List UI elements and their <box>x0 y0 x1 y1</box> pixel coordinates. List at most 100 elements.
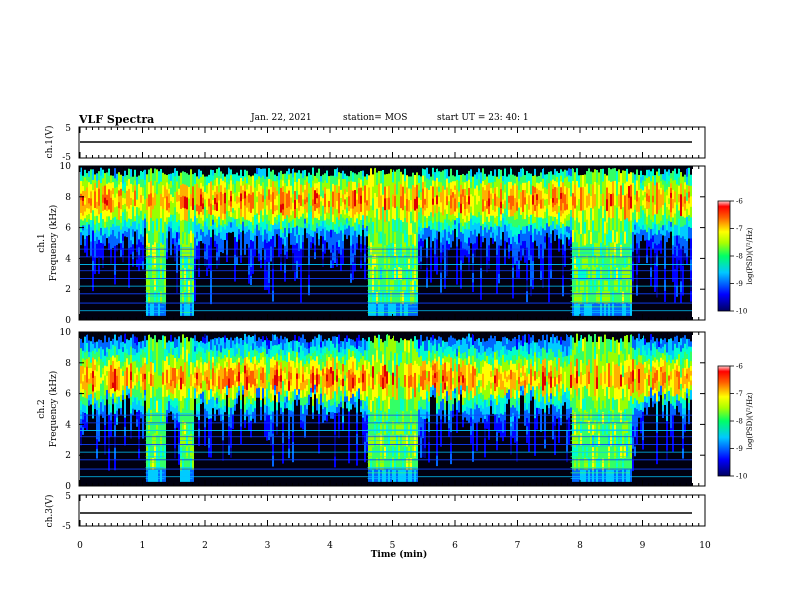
spectrogram-cell <box>334 169 336 178</box>
spectrogram-cell <box>308 192 310 204</box>
spectrogram-cell <box>372 256 374 269</box>
spectrogram-cell <box>200 361 202 368</box>
spectrogram-cell <box>336 249 338 259</box>
spectrogram-cell <box>606 210 608 223</box>
spectrogram-cell <box>84 169 86 178</box>
spectrogram-cell <box>346 228 348 234</box>
spectrogram-cell <box>284 254 286 264</box>
spectrogram-cell <box>560 204 562 211</box>
spectrogram-cell <box>166 402 168 410</box>
spectrogram-cell <box>128 340 130 346</box>
spectrogram-cell <box>392 303 394 316</box>
spectrogram-cell <box>252 200 254 209</box>
spectrogram-cell <box>292 210 294 220</box>
spectrogram-cell <box>278 364 280 371</box>
spectrogram-cell <box>510 181 512 189</box>
spectrogram-cell <box>134 360 136 368</box>
spectrogram-cell <box>386 303 388 316</box>
spectrogram-cell <box>486 255 488 265</box>
spectrogram-cell <box>158 171 160 184</box>
spectrogram-cell <box>184 421 186 435</box>
spectrogram-cell <box>242 376 244 382</box>
spectrogram-cell <box>464 175 466 183</box>
spectrogram-cell <box>468 204 470 213</box>
spectrogram-cell <box>104 444 106 455</box>
spectrogram-cell <box>410 269 412 282</box>
spectrogram-cell <box>666 183 668 190</box>
spectrogram-cell <box>100 340 102 347</box>
spectrogram-cell <box>494 211 496 218</box>
spectrogram-cell <box>372 174 374 187</box>
spectrogram-cell <box>242 389 244 395</box>
spectrogram-cell <box>230 397 232 408</box>
spectrogram-cell <box>380 219 382 232</box>
spectrogram-cell <box>492 203 494 211</box>
spectrogram-cell <box>480 193 482 205</box>
spectrogram-cell <box>398 266 400 280</box>
spectrogram-cell <box>346 175 348 182</box>
spectrogram-cell <box>608 278 610 292</box>
spectrogram-cell <box>466 201 468 209</box>
spectrogram-cell <box>410 303 412 316</box>
spectrogram-cell <box>296 216 298 226</box>
spectrogram-cell <box>264 239 266 250</box>
spectrogram-cell <box>554 204 556 211</box>
spectrogram-cell <box>278 172 280 180</box>
spectrogram-cell <box>348 220 350 226</box>
spectrogram-cell <box>140 249 142 258</box>
spectrogram-cell <box>416 208 418 221</box>
spectrogram-cell <box>112 349 114 356</box>
spectrogram-cell <box>382 303 384 316</box>
spectrogram-cell <box>250 386 252 396</box>
spectrogram-cell <box>576 205 578 218</box>
spectrogram-cell <box>258 222 260 231</box>
spectrogram-cell <box>470 224 472 231</box>
spectrogram-cell <box>328 224 330 232</box>
spectrogram-cell <box>94 215 96 225</box>
spectrogram-cell <box>390 217 392 231</box>
spectrogram-cell <box>546 198 548 204</box>
spectrogram-cell <box>102 259 104 269</box>
spectrogram-cell <box>140 379 142 387</box>
spectrogram-cell <box>358 223 360 230</box>
spectrogram-cell <box>208 360 210 371</box>
spectrogram-cell <box>144 341 146 347</box>
spectrogram-cell <box>438 216 440 222</box>
spectrogram-cell <box>674 257 676 270</box>
spectrogram-cell <box>206 403 208 412</box>
spectrogram-cell <box>588 192 590 206</box>
spectrogram-cell <box>146 399 148 412</box>
spectrogram-cell <box>634 214 636 220</box>
spectrogram-cell <box>630 255 632 269</box>
spectrogram-cell <box>282 359 284 371</box>
spectrogram-cell <box>596 254 598 268</box>
spectrogram-cell <box>274 344 276 351</box>
spectrogram-cell <box>166 355 168 364</box>
spectrogram-cell <box>520 168 522 177</box>
spectrogram-cell <box>92 260 94 271</box>
spectrogram-cell <box>362 199 364 206</box>
spectrogram-cell <box>230 437 232 448</box>
spectrogram-cell <box>84 389 86 398</box>
spectrogram-cell <box>190 217 192 231</box>
spectrogram-cell <box>142 389 144 399</box>
spectrogram-cell <box>144 203 146 209</box>
spectrogram-cell <box>118 207 120 214</box>
spectrogram-cell <box>88 378 90 385</box>
spectrogram-cell <box>610 205 612 219</box>
spectrogram-cell <box>138 419 140 430</box>
spectrogram-cell <box>128 247 130 259</box>
spectrogram-cell <box>678 176 680 186</box>
spectrogram-cell <box>440 272 442 283</box>
spectrogram-cell <box>192 221 194 234</box>
spectrogram-cell <box>124 219 126 226</box>
spectrogram-cell <box>248 256 250 266</box>
spectrogram-cell <box>368 245 370 258</box>
spectrogram-cell <box>414 174 416 188</box>
spectrogram-cell <box>286 207 288 216</box>
spectrogram-cell <box>196 238 198 246</box>
spectrogram-cell <box>172 178 174 186</box>
spectrogram-cell <box>94 182 96 192</box>
spectrogram-cell <box>280 253 282 263</box>
spectrogram-cell <box>176 221 178 233</box>
